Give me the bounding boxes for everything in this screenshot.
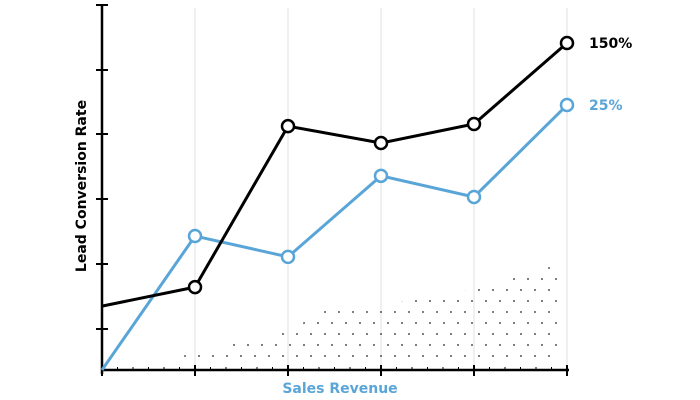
data-point xyxy=(559,97,575,113)
series-2 xyxy=(100,97,575,371)
series-2-end-label: 25% xyxy=(589,98,623,114)
data-point xyxy=(280,249,296,265)
data-point xyxy=(466,116,482,132)
data-point xyxy=(187,228,203,244)
series-line xyxy=(101,41,568,308)
y-axis-title: Lead Conversion Rate xyxy=(74,100,90,272)
axes xyxy=(96,4,569,376)
data-point xyxy=(373,135,389,151)
series-1-end-label: 150% xyxy=(589,36,632,52)
data-point xyxy=(373,168,389,184)
data-point xyxy=(187,279,203,295)
x-axis-title: Sales Revenue xyxy=(282,381,397,397)
data-point xyxy=(559,35,575,51)
data-point xyxy=(280,118,296,134)
dotted-texture-area xyxy=(140,264,560,366)
series-line xyxy=(100,103,569,371)
series-1 xyxy=(101,35,575,308)
data-point xyxy=(466,189,482,205)
